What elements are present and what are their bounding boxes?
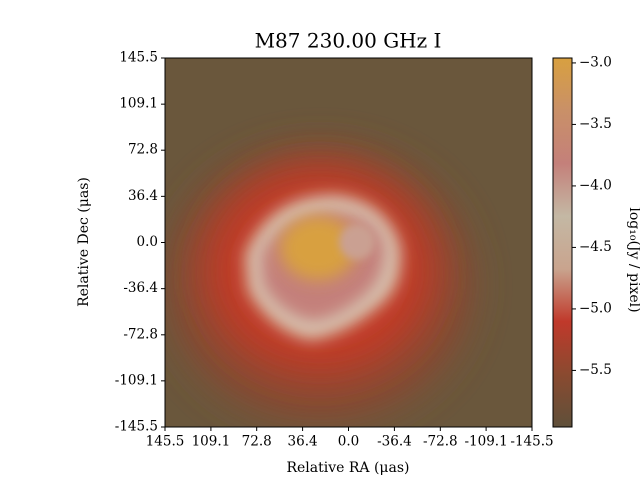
y-tick-label: 72.8 — [128, 142, 158, 158]
x-tick-label: 36.4 — [288, 434, 318, 450]
x-tick-label: -72.8 — [423, 434, 458, 450]
image — [165, 58, 532, 427]
colorbar-tick-label: −5.5 — [579, 362, 612, 378]
colorbar-tick-label: −5.0 — [579, 300, 612, 316]
x-tick-label: 109.1 — [192, 434, 231, 450]
colorbar-tick-label: −3.0 — [579, 54, 612, 70]
y-tick-label: 145.5 — [119, 50, 158, 66]
x-tick-label: 72.8 — [242, 434, 272, 450]
x-tick-label: -109.1 — [464, 434, 507, 450]
colorbar-label: log₁₀(Jy / pixel) — [626, 207, 640, 312]
y-axis-label: Relative Dec (μas) — [76, 177, 92, 307]
x-axis-label: Relative RA (μas) — [286, 460, 409, 476]
x-tick-label: -36.4 — [377, 434, 412, 450]
colorbar-tick-label: −3.5 — [579, 116, 612, 132]
x-tick-label: 0.0 — [338, 434, 359, 450]
colorbar-tick-label: −4.5 — [579, 239, 612, 255]
colorbar — [552, 57, 573, 428]
y-tick-label: -36.4 — [123, 280, 158, 296]
y-tick-label: -109.1 — [115, 372, 158, 388]
y-tick-label: 0.0 — [137, 234, 158, 250]
y-tick-label: 36.4 — [128, 188, 158, 204]
chart-title: M87 230.00 GHz I — [255, 29, 442, 53]
x-tick-label: -145.5 — [510, 434, 553, 450]
y-tick-label: -72.8 — [123, 326, 158, 342]
y-tick-label: -145.5 — [115, 419, 158, 435]
y-tick-label: 109.1 — [119, 96, 158, 112]
x-tick-label: 145.5 — [146, 434, 185, 450]
colorbar-tick-label: −4.0 — [579, 177, 612, 193]
